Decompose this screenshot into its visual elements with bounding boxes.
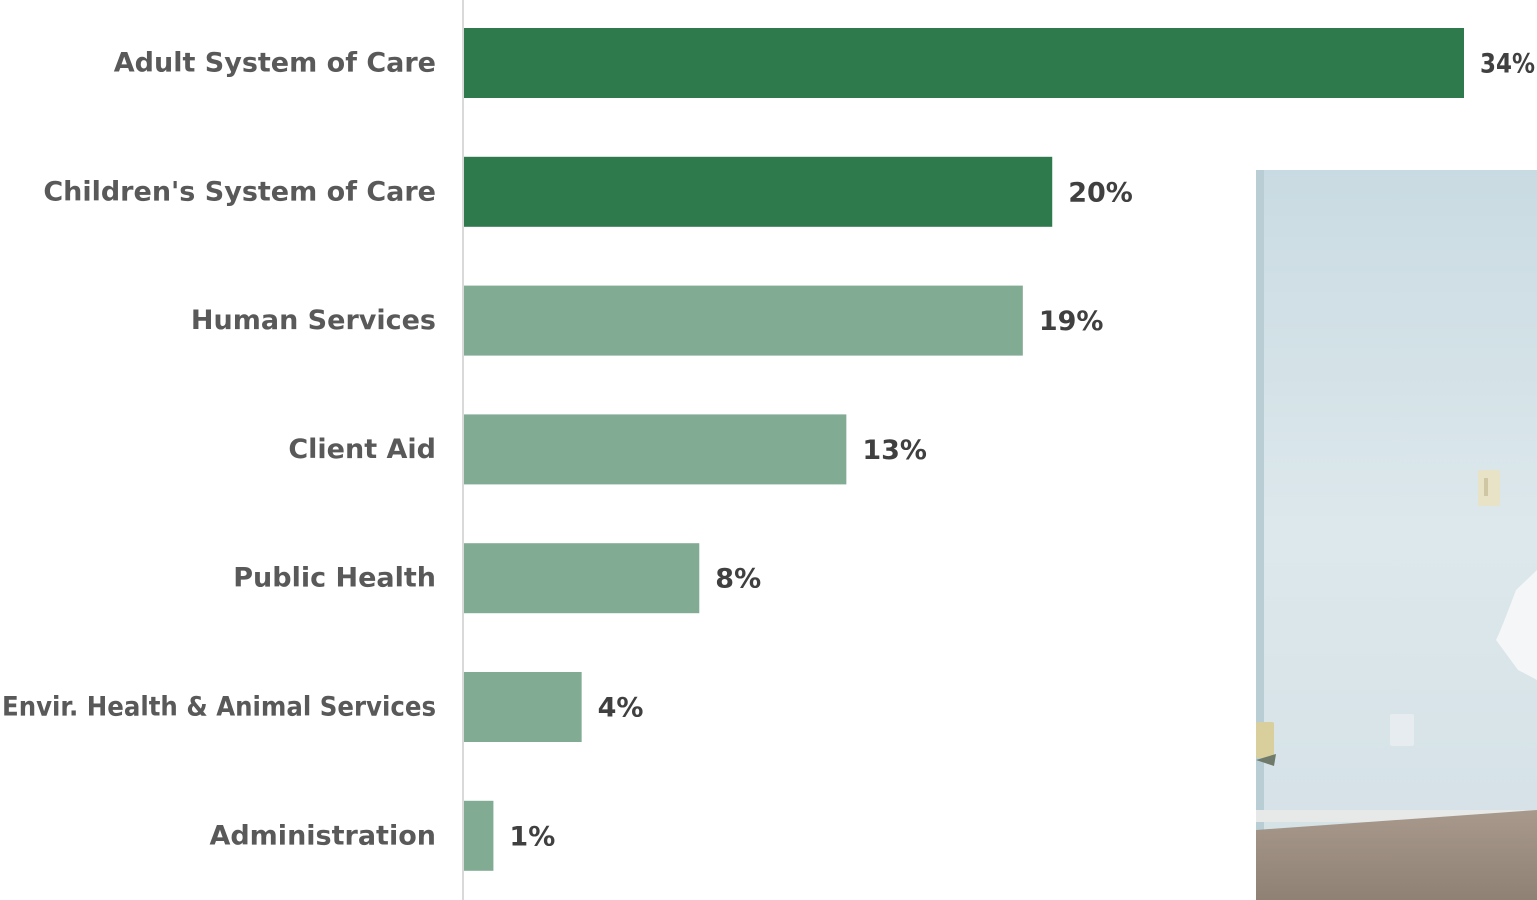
- value-label: 19%: [1039, 306, 1104, 337]
- category-label: Children's System of Care: [43, 176, 436, 207]
- category-label: Envir. Health & Animal Services: [2, 692, 436, 723]
- value-label: 34%: [1480, 49, 1535, 80]
- bar-0: [464, 28, 1464, 98]
- category-label: Human Services: [191, 305, 436, 336]
- background-photo: [1256, 170, 1537, 900]
- category-label: Adult System of Care: [114, 48, 436, 79]
- value-label: 1%: [509, 821, 555, 852]
- value-label: 4%: [598, 693, 644, 724]
- category-label: Public Health: [233, 563, 436, 594]
- value-label: 13%: [862, 435, 927, 466]
- bar-2: [464, 285, 1023, 356]
- category-label: Administration: [209, 820, 436, 851]
- bar-1: [464, 156, 1053, 227]
- bar-4: [464, 543, 700, 614]
- category-label: Client Aid: [288, 434, 436, 465]
- bar-6: [464, 800, 494, 871]
- value-label: 8%: [715, 564, 761, 595]
- value-label: 20%: [1068, 177, 1133, 208]
- bar-5: [464, 672, 582, 742]
- bar-3: [464, 414, 847, 485]
